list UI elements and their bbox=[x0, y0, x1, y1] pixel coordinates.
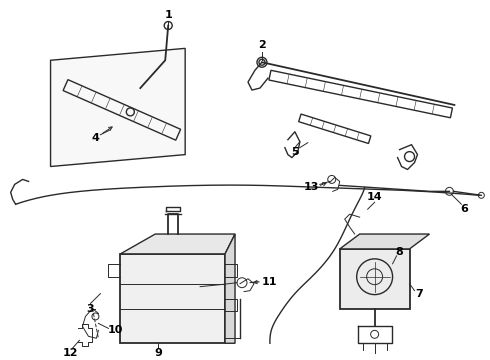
Text: 9: 9 bbox=[154, 348, 162, 358]
Text: 11: 11 bbox=[262, 277, 278, 287]
Polygon shape bbox=[50, 48, 185, 167]
Polygon shape bbox=[340, 249, 410, 309]
Polygon shape bbox=[225, 234, 235, 343]
Polygon shape bbox=[121, 254, 225, 343]
Text: 1: 1 bbox=[164, 10, 172, 19]
Polygon shape bbox=[121, 234, 235, 254]
Text: 10: 10 bbox=[108, 325, 123, 336]
Polygon shape bbox=[340, 234, 429, 249]
Text: 12: 12 bbox=[63, 348, 78, 358]
Text: 3: 3 bbox=[87, 303, 94, 314]
Text: 5: 5 bbox=[291, 147, 299, 157]
Text: 2: 2 bbox=[258, 40, 266, 50]
Text: 4: 4 bbox=[92, 133, 99, 143]
Text: 8: 8 bbox=[396, 247, 403, 257]
Text: 13: 13 bbox=[304, 183, 319, 192]
Text: 7: 7 bbox=[416, 289, 423, 298]
Text: 6: 6 bbox=[461, 204, 468, 214]
Text: 14: 14 bbox=[367, 192, 382, 202]
